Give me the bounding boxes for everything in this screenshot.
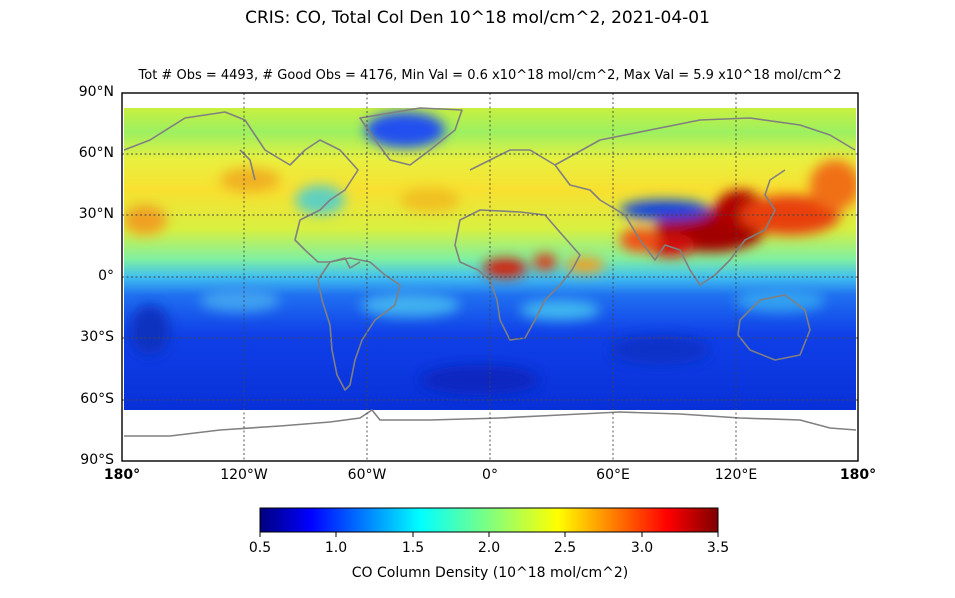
lon-label-120w: 120°W <box>220 467 268 483</box>
colorbar-tick-3: 2.0 <box>477 540 501 556</box>
lon-label-0: 0° <box>482 467 498 483</box>
graticule <box>122 93 858 461</box>
map-frame <box>121 92 859 462</box>
lat-label-60n: 60°N <box>78 145 114 161</box>
coastlines <box>123 107 857 437</box>
lat-label-90s: 90°S <box>80 452 114 468</box>
lon-label-60e: 60°E <box>596 467 630 483</box>
colorbar <box>259 507 719 537</box>
lon-label-180e: 180° <box>839 467 877 483</box>
colorbar-tick-1: 1.0 <box>324 540 348 556</box>
lat-label-30s: 30°S <box>80 329 114 345</box>
lon-label-60w: 60°W <box>347 467 387 483</box>
co-data-field <box>124 108 856 410</box>
lon-label-180w: 180° <box>103 467 141 483</box>
lat-label-90n: 90°N <box>78 84 114 100</box>
colorbar-tick-5: 3.0 <box>630 540 654 556</box>
lon-label-120e: 120°E <box>714 467 758 483</box>
colorbar-tick-4: 2.5 <box>553 540 577 556</box>
colorbar-tick-2: 1.5 <box>401 540 425 556</box>
lat-label-60s: 60°S <box>80 391 114 407</box>
lat-label-0: 0° <box>98 268 114 284</box>
colorbar-label: CO Column Density (10^18 mol/cm^2) <box>351 565 629 581</box>
map-subtitle: Tot # Obs = 4493, # Good Obs = 4176, Min… <box>138 68 842 83</box>
colorbar-tick-0: 0.5 <box>248 540 272 556</box>
map-title: CRIS: CO, Total Col Den 10^18 mol/cm^2, … <box>245 8 710 28</box>
colorbar-tick-6: 3.5 <box>706 540 730 556</box>
lat-label-30n: 30°N <box>78 206 114 222</box>
